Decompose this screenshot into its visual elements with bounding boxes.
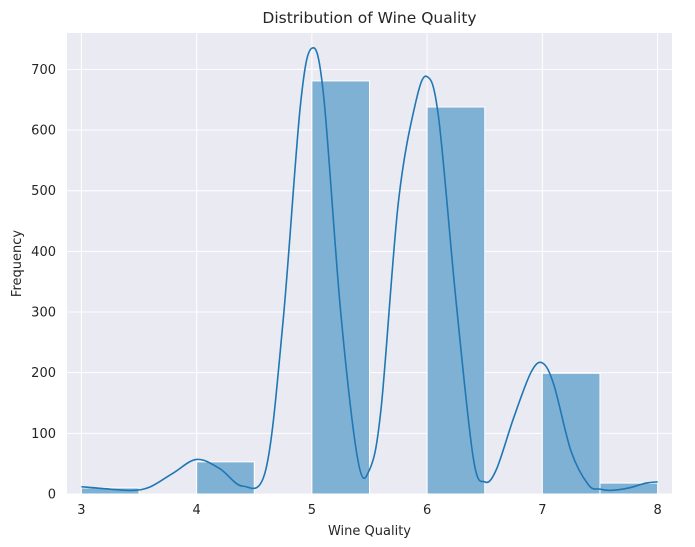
x-tick-label-0: 3 — [77, 503, 85, 518]
x-tick-label-1: 4 — [193, 503, 201, 518]
x-tick-label-2: 5 — [308, 503, 316, 518]
y-tick-label-3: 300 — [31, 306, 56, 321]
y-tick-label-4: 400 — [31, 245, 56, 260]
histogram-bar-4 — [311, 80, 370, 495]
x-tick-label-5: 8 — [653, 503, 661, 518]
x-tick-label-3: 6 — [423, 503, 431, 518]
kde-curve — [81, 46, 658, 492]
y-tick-label-7: 700 — [31, 63, 56, 78]
y-tick-label-1: 100 — [31, 427, 56, 442]
y-tick-label-2: 200 — [31, 366, 56, 381]
x-axis-label: Wine Quality — [328, 524, 411, 539]
y-axis-ticks: 0 100 200 300 400 500 600 700 — [31, 63, 56, 503]
y-tick-label-0: 0 — [48, 488, 56, 503]
y-tick-label-6: 600 — [31, 124, 56, 139]
y-tick-label-5: 500 — [31, 184, 56, 199]
histogram-bar-0 — [80, 487, 140, 495]
x-tick-label-4: 7 — [538, 503, 546, 518]
histogram-bar-8 — [541, 372, 601, 495]
y-axis-label: Frequency — [10, 230, 25, 297]
histogram-bar-2 — [196, 461, 255, 495]
chart-title: Distribution of Wine Quality — [262, 9, 476, 27]
x-axis-ticks: 3 4 5 6 7 8 — [77, 503, 661, 518]
